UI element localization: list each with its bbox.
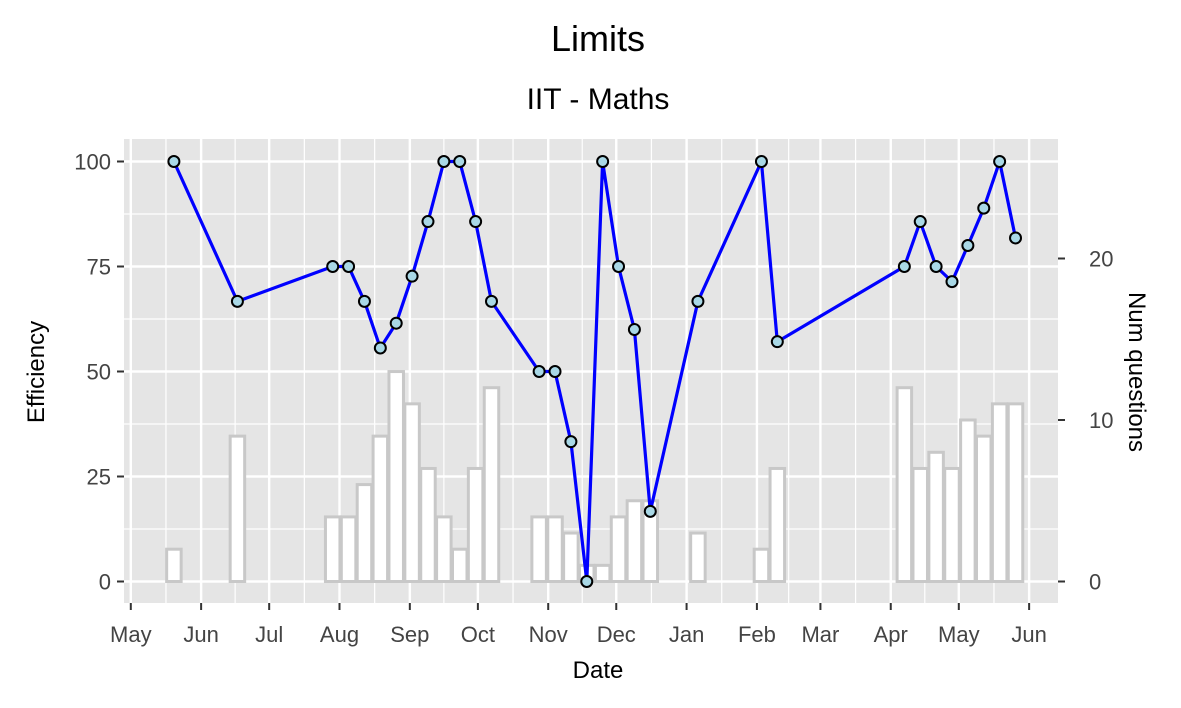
bar [323, 515, 342, 584]
x-tick-label: Nov [529, 622, 568, 647]
y-tick-label: 100 [74, 150, 111, 175]
chart-subtitle: IIT - Maths [527, 83, 670, 116]
bar [927, 450, 945, 583]
y2-tick-label: 10 [1089, 408, 1113, 433]
bar [482, 386, 501, 584]
bar [435, 515, 453, 584]
data-point [627, 323, 641, 336]
x-tick-label: Jun [183, 622, 218, 647]
x-tick-label: Jan [669, 622, 704, 647]
bar [387, 370, 405, 583]
data-point [913, 215, 927, 229]
chart-title: Limits [551, 18, 645, 59]
x-tick-label: Mar [801, 622, 839, 647]
y-tick-label: 75 [87, 255, 111, 280]
bar [1006, 402, 1025, 583]
x-tick-label: Apr [874, 622, 908, 647]
data-point [993, 155, 1007, 168]
bar [403, 402, 421, 583]
data-point [612, 260, 626, 273]
data-point [167, 155, 181, 168]
bar [593, 563, 612, 583]
bar [943, 466, 961, 584]
bar [228, 434, 247, 583]
bar [959, 418, 977, 583]
bar [752, 547, 771, 584]
bars [165, 370, 1025, 584]
x-tick-label: Oct [461, 622, 495, 647]
bar [546, 515, 564, 584]
data-point [469, 215, 483, 229]
bar [975, 434, 993, 583]
data-point [453, 155, 467, 168]
data-point [357, 294, 371, 308]
data-point [230, 294, 244, 308]
bar [355, 483, 374, 584]
bar [895, 386, 914, 584]
data-point [437, 155, 451, 168]
data-point [405, 269, 419, 283]
y2-tick-label: 0 [1089, 570, 1101, 595]
data-point [977, 201, 991, 215]
data-point [770, 335, 784, 349]
data-point [754, 155, 768, 168]
x-tick-label: Jul [255, 622, 283, 647]
x-tick-label: Jun [1011, 622, 1046, 647]
y-axis-label: Efficiency [23, 321, 50, 423]
bar [371, 434, 390, 583]
x-tick-label: Dec [597, 622, 636, 647]
bar [609, 515, 628, 584]
y-tick-label: 25 [87, 465, 111, 490]
bar [625, 499, 644, 583]
data-point [373, 341, 387, 355]
x-tick-label: Aug [320, 622, 359, 647]
bar [990, 402, 1009, 583]
bar [562, 531, 580, 583]
bar [530, 515, 548, 584]
data-point [484, 294, 498, 308]
data-point [945, 275, 959, 289]
bar [768, 466, 787, 584]
bar [339, 515, 358, 584]
data-point [691, 294, 705, 308]
data-point [596, 155, 610, 168]
data-point [548, 365, 562, 378]
points [167, 155, 1023, 588]
data-point [564, 435, 578, 449]
data-point [929, 260, 943, 273]
data-point [643, 504, 657, 518]
bar [165, 547, 183, 584]
axes: May Jun Jul Aug Sep Oct Nov Dec Jan Feb Mar Apr May J… [74, 150, 1113, 648]
data-point [897, 260, 911, 273]
bar [450, 547, 469, 584]
bar [689, 531, 707, 583]
bar [911, 466, 929, 584]
bar [419, 466, 437, 584]
data-point [532, 365, 546, 378]
x-tick-label: May [938, 622, 980, 647]
data-point [389, 316, 403, 330]
data-point [326, 260, 340, 273]
data-point [1009, 231, 1023, 245]
y2-axis-label: Num questions [1123, 292, 1150, 452]
y-tick-label: 50 [87, 360, 111, 385]
x-tick-label: Sep [390, 622, 429, 647]
data-point [961, 239, 975, 252]
data-point [421, 215, 435, 229]
x-axis-label: Date [573, 657, 624, 684]
y2-tick-label: 20 [1089, 247, 1113, 272]
y-tick-label: 0 [99, 570, 111, 595]
data-point [580, 575, 594, 588]
x-tick-label: May [110, 622, 152, 647]
bar [466, 466, 485, 584]
data-point [342, 260, 356, 273]
x-tick-label: Feb [738, 622, 776, 647]
